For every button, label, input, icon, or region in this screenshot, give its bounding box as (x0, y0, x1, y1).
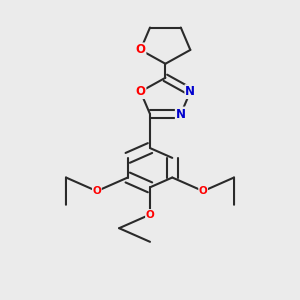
Text: O: O (146, 210, 154, 220)
Text: O: O (136, 44, 146, 56)
Text: O: O (199, 186, 208, 196)
Text: O: O (136, 85, 146, 98)
Text: O: O (92, 186, 101, 196)
Text: N: N (185, 85, 195, 98)
Text: N: N (176, 107, 186, 121)
